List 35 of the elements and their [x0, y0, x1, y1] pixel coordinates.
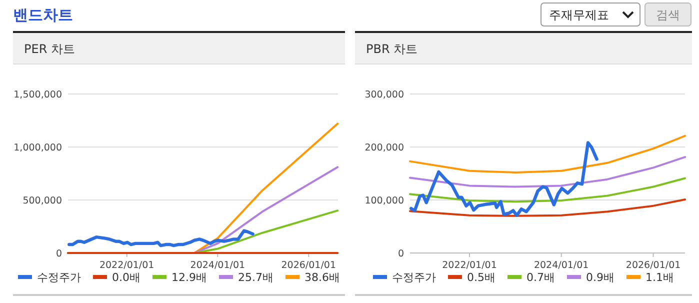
y-tick-label: 0	[398, 248, 404, 260]
line-series	[409, 198, 686, 217]
legend-label: 0.0배	[112, 271, 140, 284]
legend-label: 25.7배	[238, 271, 274, 284]
y-tick-label: 300,000	[364, 90, 404, 100]
legend-label: 수정주가	[37, 271, 81, 284]
line-series	[409, 156, 686, 188]
line-series	[409, 177, 686, 203]
x-tick-label: 2022/01/01	[99, 260, 154, 271]
line-series	[409, 134, 686, 174]
x-tick-label: 2026/01/01	[281, 260, 336, 271]
text: 밴드차트	[13, 6, 73, 24]
legend-label: 12.9배	[172, 271, 207, 284]
y-tick-label: 500,000	[22, 196, 62, 206]
legend-label: 0.5배	[467, 271, 496, 284]
legend-label: 38.6배	[304, 271, 340, 284]
legend-label: 0.7배	[526, 271, 555, 284]
line-series	[410, 141, 598, 217]
text: 검색	[656, 8, 680, 22]
y-tick-label: 100,000	[364, 196, 404, 206]
y-tick-label: 200,000	[364, 142, 404, 154]
legend-label: 0.9배	[586, 271, 614, 284]
line-series	[68, 229, 254, 248]
x-tick-label: 2022/01/01	[442, 260, 497, 271]
x-tick-label: 2024/01/01	[534, 260, 589, 271]
y-tick-label: 0	[56, 248, 62, 260]
chart-title: PER 차트	[24, 42, 75, 56]
x-tick-label: 2026/01/01	[626, 260, 681, 271]
text: 주재무제표	[549, 8, 609, 22]
y-tick-label: 1,500,000	[14, 90, 62, 100]
x-tick-label: 2024/01/01	[190, 260, 246, 271]
legend-label: 수정주가	[392, 271, 436, 284]
legend-label: 1.1배	[646, 271, 674, 284]
y-tick-label: 1,000,000	[14, 142, 62, 154]
chart-title: PBR 차트	[366, 42, 418, 56]
